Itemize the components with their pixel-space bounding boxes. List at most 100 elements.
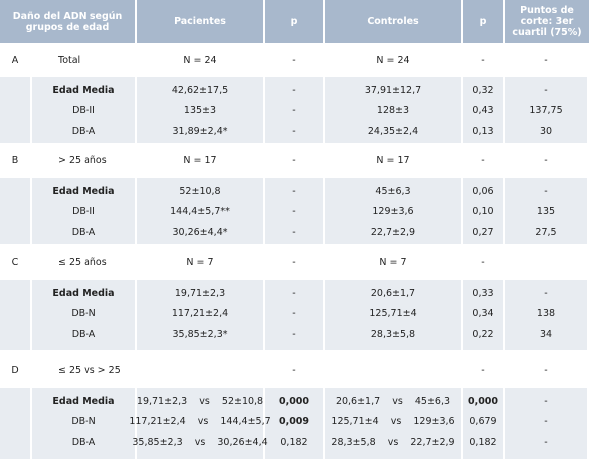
data-cell: 0,43 (472, 105, 494, 116)
data-cell: 135 (536, 206, 556, 217)
data-cell: 24,35±2,4 (367, 125, 419, 137)
group-background (325, 77, 461, 143)
group-background (0, 388, 30, 459)
data-cell: 27,5 (535, 226, 557, 238)
section-cell: ≤ 25 años (58, 256, 107, 268)
data-cell: 0,182 (280, 436, 308, 448)
data-cell: - (544, 395, 548, 407)
data-cell: 31,89±2,4* (172, 125, 228, 137)
data-cell: 144,4±5,7** (170, 206, 230, 217)
section-cell: - (292, 364, 296, 376)
section-cell: N = 24 (183, 54, 217, 66)
data-cell: 19,71±2,3 (174, 287, 226, 299)
data-cell: - (544, 84, 548, 96)
data-cell: 117,21±2,4 vs 144,4±5,7 (129, 416, 271, 427)
data-cell: - (544, 185, 548, 197)
group-background (0, 178, 30, 244)
data-cell: 138 (536, 308, 556, 319)
data-cell: 28,3±5,8 vs 22,7±2,9 (331, 436, 455, 448)
row-label: DB-A (71, 328, 96, 340)
group-background (463, 280, 503, 350)
row-label: DB-N (71, 308, 96, 319)
group-background (505, 388, 587, 459)
group-background (137, 77, 263, 143)
section-cell: > 25 años (58, 154, 107, 166)
section-letter: C (11, 256, 19, 268)
section-cell: N = 17 (376, 154, 410, 166)
data-cell: 125,71±4 (369, 308, 417, 319)
section-cell: - (481, 54, 485, 66)
section-letter: A (11, 54, 19, 66)
group-background (32, 280, 135, 350)
data-cell: - (292, 105, 296, 116)
data-cell: 125,71±4 vs 129±3,6 (331, 416, 455, 427)
data-cell: - (292, 125, 296, 137)
data-cell: 19,71±2,3 vs 52±10,8 (136, 395, 264, 407)
section-cell: N = 7 (186, 256, 214, 268)
group-background (505, 77, 587, 143)
data-cell: 22,7±2,9 (370, 226, 416, 238)
data-cell: 0,34 (472, 308, 494, 319)
group-background (265, 77, 323, 143)
group-background (32, 77, 135, 143)
data-cell: 45±6,3 (375, 185, 411, 197)
group-background (32, 388, 135, 459)
data-cell: 0,13 (472, 125, 494, 137)
data-cell: 0,000 (278, 395, 310, 407)
data-cell: - (292, 308, 296, 319)
data-cell: 0,27 (472, 226, 494, 238)
section-cell: - (481, 364, 485, 376)
section-cell: - (481, 256, 485, 268)
section-cell: - (292, 154, 296, 166)
data-cell: 0,000 (467, 395, 499, 407)
header-cell: Controles (325, 0, 461, 43)
data-cell: 20,6±1,7 vs 45±6,3 (335, 395, 451, 407)
section-cell: - (544, 364, 548, 376)
section-cell: - (544, 54, 548, 66)
data-cell: 0,182 (469, 436, 497, 448)
group-background (0, 280, 30, 350)
row-label: DB-A (71, 226, 96, 238)
section-cell: N = 7 (379, 256, 407, 268)
section-cell: Total (58, 54, 81, 66)
data-cell: - (544, 416, 548, 427)
data-cell: - (292, 206, 296, 217)
group-background (463, 77, 503, 143)
section-cell: - (292, 54, 296, 66)
data-cell: 0,06 (472, 185, 494, 197)
row-label: DB-II (72, 105, 95, 116)
data-cell: 129±3,6 (372, 206, 414, 217)
row-label: Edad Media (52, 84, 115, 96)
data-cell: 42,62±17,5 (171, 84, 229, 96)
row-label: DB-A (71, 436, 96, 448)
group-background (325, 178, 461, 244)
data-cell: 0,009 (278, 416, 310, 427)
data-cell: - (292, 328, 296, 340)
data-cell: 137,75 (529, 105, 563, 116)
data-cell: 34 (539, 328, 553, 340)
data-cell: 28,3±5,8 (370, 328, 416, 340)
data-cell: - (544, 287, 548, 299)
data-cell: 117,21±2,4 (171, 308, 229, 319)
data-cell: 30 (539, 125, 553, 137)
data-cell: 35,85±2,3* (172, 328, 228, 340)
data-cell: 0,10 (472, 206, 494, 217)
section-cell: - (544, 154, 548, 166)
group-background (265, 280, 323, 350)
data-cell: - (292, 84, 296, 96)
data-cell: 30,26±4,4* (172, 226, 228, 238)
data-cell: 135±3 (183, 105, 217, 116)
section-cell: N = 24 (376, 54, 410, 66)
data-cell: 20,6±1,7 (370, 287, 416, 299)
group-background (0, 77, 30, 143)
section-cell: - (292, 256, 296, 268)
data-cell: - (292, 185, 296, 197)
data-cell: 128±3 (376, 105, 410, 116)
row-label: Edad Media (52, 395, 115, 407)
group-background (505, 178, 587, 244)
row-label: DB-A (71, 125, 96, 137)
section-cell: N = 17 (183, 154, 217, 166)
group-background (265, 388, 323, 459)
header-cell: Puntos de corte: 3er cuartil (75%) (505, 0, 589, 43)
